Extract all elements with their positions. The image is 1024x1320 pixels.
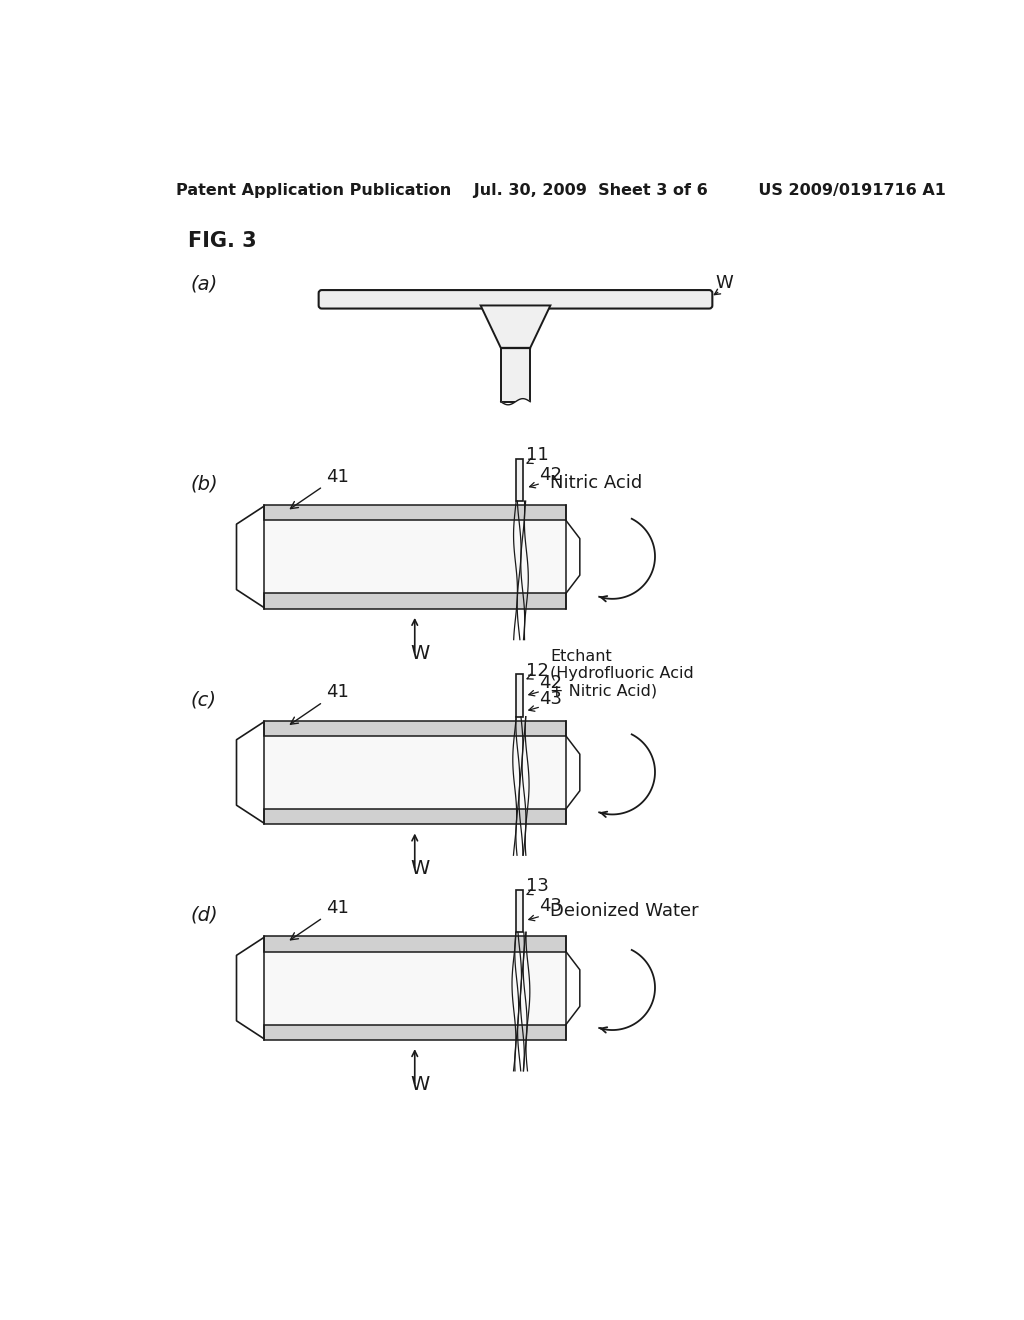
Text: (b): (b) [190, 474, 218, 494]
Text: 42: 42 [539, 675, 562, 692]
Text: (c): (c) [190, 690, 216, 709]
Bar [263, 594, 566, 609]
Bar [263, 520, 566, 594]
Text: W: W [716, 273, 733, 292]
Text: W: W [410, 1074, 429, 1094]
Polygon shape [515, 675, 523, 717]
Polygon shape [515, 890, 523, 932]
Bar [263, 936, 566, 952]
Polygon shape [480, 305, 550, 348]
Text: Nitric Acid: Nitric Acid [550, 474, 643, 492]
Bar [501, 348, 530, 401]
Text: Etchant
(Hydrofluoric Acid
+ Nitric Acid): Etchant (Hydrofluoric Acid + Nitric Acid… [550, 649, 694, 698]
Bar [263, 721, 566, 737]
Text: W: W [410, 859, 429, 879]
Text: 41: 41 [291, 684, 348, 725]
Text: 41: 41 [291, 899, 348, 940]
Text: 43: 43 [539, 689, 562, 708]
Text: FIG. 3: FIG. 3 [188, 231, 257, 251]
Text: (d): (d) [190, 906, 218, 925]
Polygon shape [515, 459, 523, 502]
Text: 41: 41 [291, 467, 348, 508]
Text: 12: 12 [525, 661, 549, 680]
Text: (a): (a) [190, 275, 217, 293]
Text: W: W [410, 644, 429, 663]
Text: 43: 43 [539, 898, 562, 916]
Text: Deionized Water: Deionized Water [550, 902, 699, 920]
Text: 13: 13 [525, 878, 549, 895]
Text: 11: 11 [525, 446, 548, 465]
Bar [263, 506, 566, 520]
Bar [263, 1024, 566, 1040]
Bar [263, 809, 566, 825]
Bar [263, 737, 566, 809]
Text: Patent Application Publication    Jul. 30, 2009  Sheet 3 of 6         US 2009/01: Patent Application Publication Jul. 30, … [176, 183, 946, 198]
Text: 42: 42 [539, 466, 562, 484]
FancyBboxPatch shape [318, 290, 713, 309]
Bar [263, 952, 566, 1024]
